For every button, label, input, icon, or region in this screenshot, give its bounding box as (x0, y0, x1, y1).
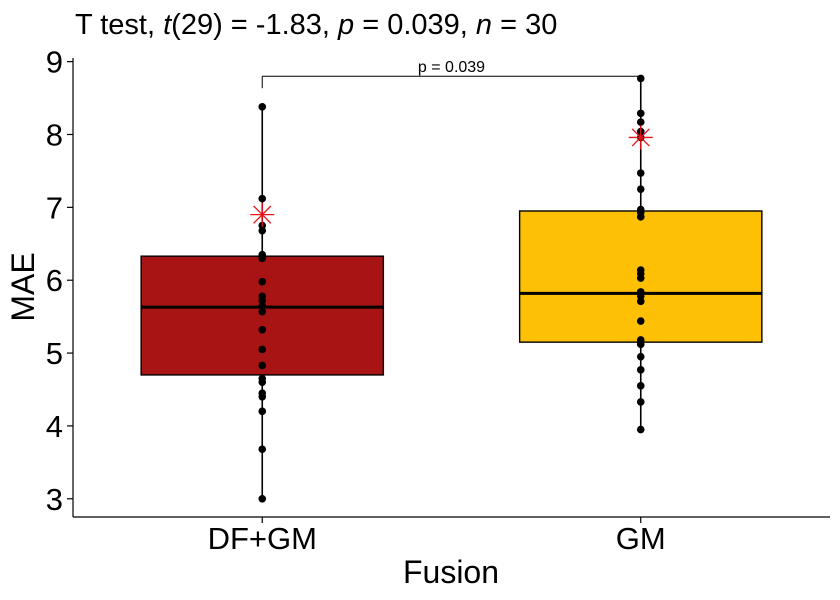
data-point (258, 445, 267, 454)
data-point (636, 185, 645, 193)
title-part-5: n (476, 9, 492, 41)
y-tick-label: 9 (46, 45, 63, 80)
data-point (636, 382, 645, 390)
data-point (258, 103, 267, 111)
y-tick-label: 7 (46, 190, 63, 225)
data-point (636, 109, 645, 118)
y-tick-label: 5 (46, 336, 63, 371)
title-part-2: (29) = -1.83, (171, 9, 338, 41)
data-point (258, 361, 267, 370)
data-point (636, 336, 645, 344)
box-group (518, 74, 763, 434)
x-axis-label: Fusion (403, 554, 499, 590)
y-tick-label: 8 (46, 118, 63, 153)
data-point (636, 266, 645, 274)
mean-marker-d2 (253, 205, 272, 224)
data-point (258, 292, 267, 301)
box-group (140, 103, 385, 503)
data-point (258, 250, 267, 259)
data-point (636, 205, 645, 214)
significance-bracket: p = 0.039 (261, 59, 642, 89)
data-point (258, 407, 267, 416)
data-point (636, 169, 645, 177)
title-part-4: = 0.039, (354, 9, 476, 41)
data-point (258, 307, 267, 316)
title-part-0: T test, (75, 9, 163, 41)
mean-marker-d2 (631, 128, 650, 147)
plot-area: p = 0.039 (140, 59, 763, 503)
chart-title: T test, t(29) = -1.83, p = 0.039, n = 30 (75, 9, 557, 41)
data-point (636, 352, 645, 361)
data-point (258, 194, 267, 203)
data-point (636, 288, 645, 296)
box (140, 255, 385, 376)
data-point (258, 494, 267, 503)
data-point (258, 389, 267, 397)
data-point (636, 317, 645, 325)
y-axis-ticks: 3 4 5 6 7 8 9 (46, 45, 73, 517)
title-part-3: p (337, 9, 354, 41)
data-point (258, 277, 267, 286)
data-point (636, 366, 645, 374)
y-tick-label: 3 (46, 482, 63, 517)
data-point (636, 118, 645, 126)
data-point (258, 345, 267, 354)
data-point (636, 425, 645, 434)
y-axis-label: MAE (5, 252, 41, 321)
x-axis-ticks: DF+GM GM (208, 517, 666, 556)
x-tick-label: GM (616, 521, 666, 556)
title-part-6: = 30 (492, 9, 557, 41)
significance-label: p = 0.039 (418, 59, 485, 76)
mean-marker (628, 125, 653, 150)
x-tick-label: DF+GM (208, 521, 317, 556)
y-tick-label: 6 (46, 263, 63, 298)
mean-marker (250, 202, 275, 227)
title-part-1: t (163, 9, 173, 41)
data-point (258, 325, 267, 334)
data-point (258, 374, 267, 383)
data-point (636, 398, 645, 406)
y-tick-label: 4 (46, 409, 63, 444)
